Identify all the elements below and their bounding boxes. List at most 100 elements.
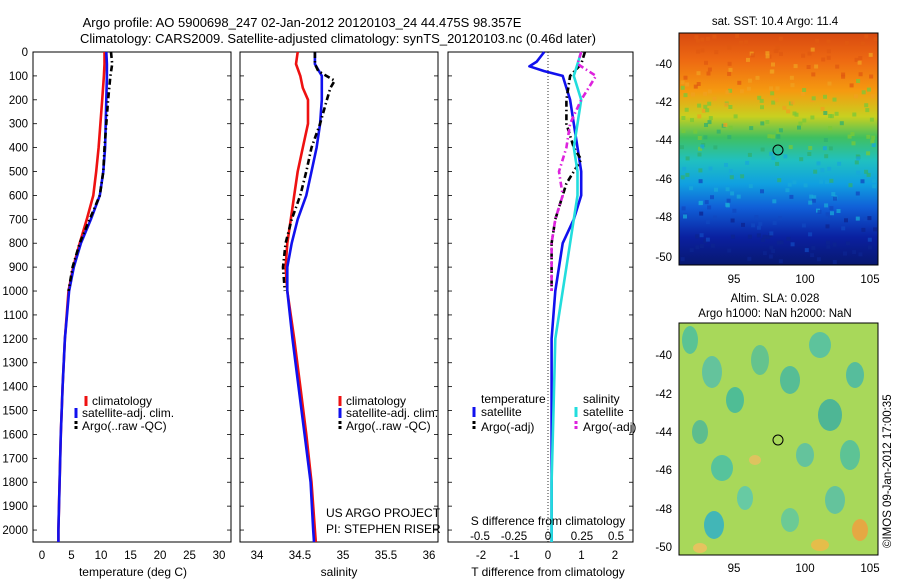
legend-label-sat-adj: satellite-adj. clim. [346,406,438,420]
sst-pixel [707,120,712,125]
sst-pixel [828,114,833,118]
sst-pixel [782,105,787,110]
sst-pixel [727,135,732,140]
sst-pixel [754,215,759,219]
sst-pixel [727,61,732,66]
sst-pixel [705,108,710,113]
series-line-cyan [550,51,583,542]
sst-pixel [857,60,862,65]
sst-pixel [820,106,825,111]
sst-pixel [747,256,752,261]
series-line-red [57,52,106,542]
sst-pixel [826,39,831,44]
sst-pixel [728,67,733,72]
sst-pixel [813,169,818,174]
sst-pixel [867,216,872,221]
sst-ytick-48: -48 [655,212,672,224]
sst-pixel [832,242,837,247]
sst-pixel [853,94,858,99]
sst-pixel [858,252,863,257]
sst-pixel [769,86,773,91]
sst-pixel [864,169,869,174]
sla-map-frame [678,322,879,556]
sst-pixel [806,65,811,69]
depth-tick-label: 400 [9,143,28,155]
credit-pi: PI: STEPHEN RISER [326,522,441,536]
sst-pixel [778,259,783,264]
sst-pixel [776,135,781,139]
sst-pixel [830,211,834,216]
sst-pixel [756,233,761,238]
sst-pixel [832,260,837,264]
sst-xtick-105: 105 [860,274,879,286]
depth-tick-label: 2000 [2,525,28,537]
sst-pixel [866,134,871,139]
sst-pixel [683,93,688,98]
sst-pixel [824,154,829,159]
sst-pixel [828,215,833,220]
sst-pixel [823,94,827,99]
sst-pixel [771,100,776,105]
sst-pixel [792,111,797,116]
sst-pixel [779,51,783,56]
sst-pixel [759,98,764,103]
sst-pixel [704,200,709,205]
depth-tick-label: 300 [9,119,28,131]
legend-label-sat-adj: satellite-adj. clim. [82,406,174,420]
sst-pixel [798,121,803,126]
sst-pixel [790,83,795,88]
sst-pixel [816,257,821,262]
sst-pixel [814,64,819,69]
sst-pixel [724,163,728,167]
header-line1: Argo profile: AO 5900698_247 02-Jan-2012… [83,15,522,30]
sst-pixel [801,223,806,228]
sla-blob [749,455,761,465]
sst-pixel [865,108,870,113]
t-tick-1: 1 [578,550,584,562]
sst-pixel [820,168,825,173]
sst-pixel [699,211,704,216]
sst-pixel [816,161,821,166]
sla-ytick-44: -44 [655,427,672,439]
sst-pixel [864,103,869,108]
sst-pixel [712,34,717,39]
sst-pixel [705,237,710,242]
sst-pixel [771,156,776,161]
sst-pixel [851,141,856,146]
sst-pixel [762,234,767,239]
sst-pixel [747,152,752,157]
sst-pixel [793,64,798,69]
sst-pixel [732,208,737,213]
sst-pixel [802,118,807,123]
sst-pixel [739,40,743,45]
sst-pixel [760,147,765,152]
sst-pixel [867,245,872,250]
depth-tick-label: 900 [9,262,28,274]
sst-pixel [707,101,712,106]
depth-tick-label: 200 [9,95,28,107]
sst-pixel [771,134,775,139]
sst-pixel [693,84,698,89]
sst-pixel [689,248,694,253]
series-line-blue [528,51,583,542]
sst-pixel [725,187,730,192]
sst-pixel [774,97,779,102]
sst-pixel [740,174,745,179]
depth-tick-label: 1900 [2,501,28,513]
sst-pixel [708,166,713,171]
sst-pixel [825,224,830,229]
sla-blob [704,511,724,539]
sst-pixel [829,206,834,211]
sst-pixel [712,96,717,101]
sla-blob [751,345,769,375]
sst-pixel [797,125,801,130]
sst-pixel [844,218,848,223]
t-difference-ticks: -2 -1 0 1 2 [476,550,618,562]
sst-pixel [789,75,794,80]
sst-pixel [749,126,754,131]
sst-pixel [751,223,756,228]
difference-axes [447,51,634,543]
sla-blob [781,508,799,532]
sst-pixel [827,166,832,171]
sst-pixel [691,92,695,97]
